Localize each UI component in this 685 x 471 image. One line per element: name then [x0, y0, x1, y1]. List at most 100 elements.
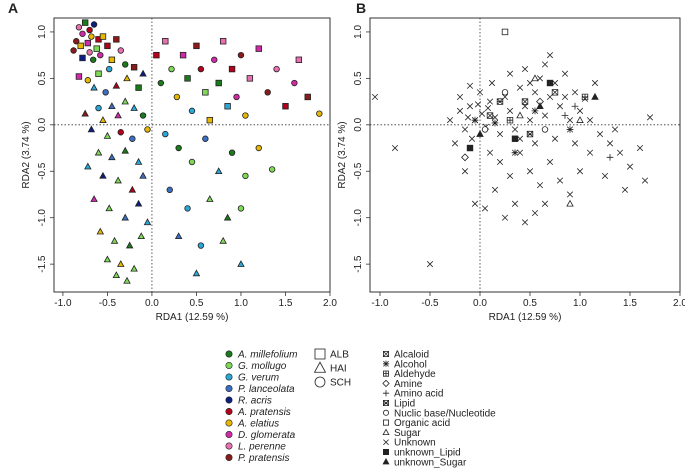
point-p-lanceolata: [140, 173, 146, 179]
legend-shape-alb: [315, 349, 325, 359]
x-tick-label: 0.5: [189, 298, 203, 309]
point-unknown: [577, 108, 583, 114]
point-g-mollugo: [238, 206, 244, 212]
point-a-millefolium: [229, 150, 235, 156]
point-d-glomerata: [85, 40, 91, 46]
point-p-lanceolata: [109, 154, 115, 160]
panel-b: B-1.0 -0.5 0.0 0.5 1.0 1.5 2.01.00.50.0-0.5-1.…: [337, 0, 685, 323]
point-g-verum: [198, 243, 204, 249]
point-unknown: [457, 108, 463, 114]
point-g-mollugo: [269, 167, 275, 173]
legend-shape-amino-acid: [383, 390, 389, 396]
point-g-mollugo: [106, 205, 112, 211]
x-tick-label: -1.0: [54, 298, 72, 309]
x-tick-label: 2.0: [673, 298, 685, 309]
point-a-millefolium: [127, 242, 133, 248]
point-unknown: [597, 131, 603, 137]
point-a-pratensis: [87, 27, 93, 33]
point-unknown: [467, 103, 473, 109]
point-unknown: [489, 80, 495, 86]
point-p-pratensis: [131, 64, 137, 70]
point-unknown: [532, 210, 538, 216]
point-g-mollugo: [169, 66, 175, 72]
x-axis-label: RDA1 (12.59 %): [156, 312, 229, 323]
point-unknown: [562, 94, 568, 100]
point-a-elatius: [85, 77, 91, 83]
point-unknown: [627, 164, 633, 170]
point-g-mollugo: [94, 46, 100, 52]
y-tick-label: 1.0: [37, 25, 48, 39]
point-sugar: [517, 112, 523, 118]
legend-shape-unknown-sugar: [383, 459, 389, 464]
point-unknown: [497, 131, 503, 137]
point-g-mollugo: [131, 266, 137, 272]
x-tick-label: 0.0: [473, 298, 487, 309]
point-a-elatius: [109, 57, 115, 63]
point-unknown: [557, 178, 563, 184]
legend-a-species: A. millefoliumG. mollugoG. verumP. lance…: [226, 350, 298, 465]
y-tick-label: -1.5: [353, 255, 364, 273]
point-a-elatius: [174, 94, 180, 100]
point-a-millefolium: [225, 214, 231, 220]
y-tick-label: 0.0: [37, 117, 48, 131]
point-unknown: [512, 201, 518, 207]
point-l-perenne: [296, 57, 302, 63]
point-lipid: [527, 131, 533, 137]
point-unknown: [647, 115, 653, 121]
point-g-mollugo: [243, 173, 249, 179]
point-l-perenne: [274, 66, 280, 72]
x-tick-label: 1.0: [234, 298, 248, 309]
point-unknown: [512, 127, 518, 133]
point-g-mollugo: [111, 238, 117, 244]
point-r-acris: [140, 71, 146, 77]
point-unknown: [542, 201, 548, 207]
point-d-glomerata: [97, 52, 103, 58]
x-tick-label: 0.5: [523, 298, 537, 309]
point-unknown: [552, 136, 558, 142]
point-unknown: [572, 90, 578, 96]
point-r-acris: [100, 173, 106, 179]
legend-shape-unknown: [383, 440, 388, 445]
point-d-glomerata: [234, 94, 240, 100]
point-d-glomerata: [91, 196, 97, 202]
y-axis-label: RDA2 (3.74 %): [337, 121, 348, 188]
point-d-glomerata: [256, 46, 262, 52]
point-a-elatius: [100, 117, 106, 123]
legend-label-r-acris: R. acris: [238, 396, 272, 407]
point-unknown-lipid: [547, 80, 553, 86]
point-p-pratensis: [194, 43, 200, 49]
point-a-millefolium: [122, 148, 128, 154]
point-g-mollugo: [104, 133, 110, 139]
point-unknown: [472, 201, 478, 207]
point-unknown: [487, 150, 493, 156]
y-axis-label: RDA2 (3.74 %): [21, 121, 32, 188]
point-d-glomerata: [76, 74, 82, 80]
y-tick-label: 0.0: [353, 117, 364, 131]
point-unknown: [507, 108, 513, 114]
point-a-elatius: [89, 34, 95, 40]
point-a-elatius: [118, 261, 124, 267]
point-unknown: [447, 117, 453, 123]
point-l-perenne: [118, 48, 124, 54]
point-a-elatius: [256, 145, 262, 151]
x-tick-label: -0.5: [99, 298, 117, 309]
point-g-mollugo: [122, 98, 128, 104]
point-unknown: [487, 99, 493, 105]
point-p-pratensis: [238, 52, 244, 58]
x-tick-label: -1.0: [371, 298, 389, 309]
point-a-millefolium: [122, 62, 128, 68]
legend-swatch-p-pratensis: [226, 454, 232, 460]
legend-swatch-a-elatius: [226, 420, 232, 426]
legend-label-l-perenne: L. perenne: [238, 442, 286, 453]
point-a-pratensis: [118, 129, 124, 135]
point-unknown: [392, 145, 398, 151]
point-p-pratensis: [305, 94, 311, 100]
point-g-mollugo: [220, 238, 226, 244]
point-a-elatius: [243, 113, 249, 119]
point-unknown-sugar: [477, 131, 483, 137]
point-aldehyde: [507, 117, 513, 123]
point-alcohol: [472, 117, 479, 124]
point-alcaloid: [487, 113, 493, 119]
point-g-mollugo: [124, 278, 130, 284]
point-alcohol: [567, 126, 574, 133]
